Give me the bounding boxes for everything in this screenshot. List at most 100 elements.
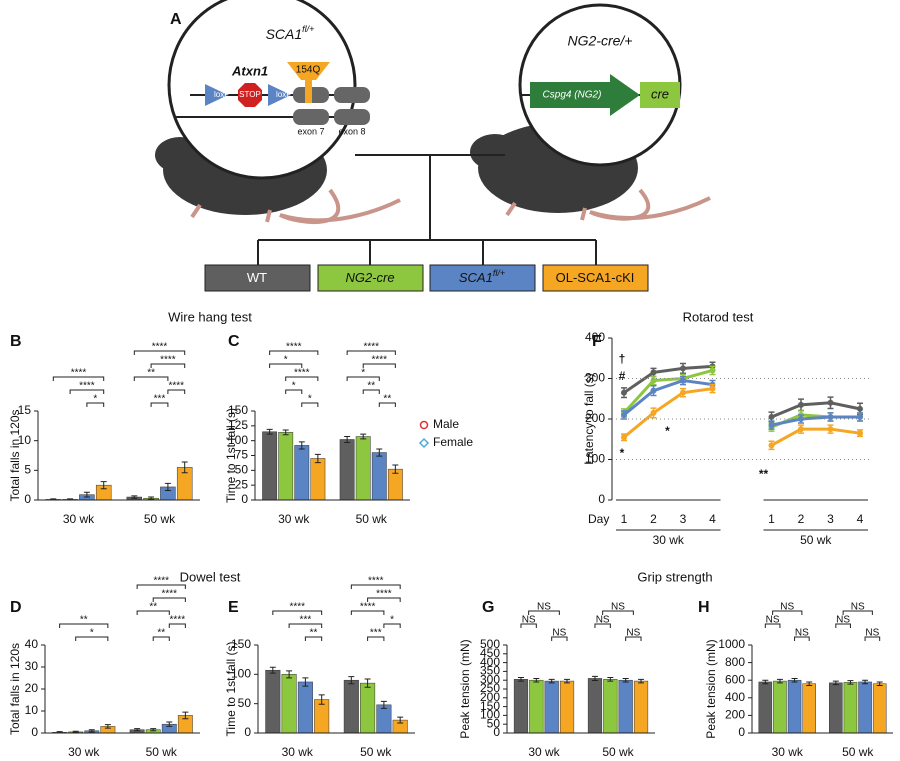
significance-bracket [69,389,105,394]
legend-marker [419,420,429,430]
section-title: Wire hang test [168,309,252,324]
significance-bracket [59,623,109,628]
significance-label: NS [522,615,536,626]
error-bar [88,729,95,733]
point [768,422,775,429]
error-bar [100,481,107,490]
significance-bracket [167,389,186,394]
bar [858,681,872,734]
significance-bracket [764,623,781,628]
error-bar [166,721,173,727]
significance-bracket [367,597,401,602]
significance-bracket [362,363,396,368]
error-bar [314,453,321,464]
y-axis-label: Total falls in 120s [8,643,22,735]
y-tick-label: 10 [18,433,32,447]
significance-bracket [346,350,396,355]
significance-bracket [136,610,170,615]
panel-label: C [228,333,240,350]
group-label: 30 wk [653,533,685,547]
y-tick-label: 500 [480,637,500,651]
y-tick-label: 0 [493,725,500,739]
y-tick-label: 300 [585,371,605,385]
y-tick-label: 0 [244,725,251,739]
bar [371,452,387,501]
error-bar [344,436,351,443]
y-tick-label: 50 [235,463,249,477]
significance-bracket [152,636,170,641]
error-bar [360,433,367,440]
x-tick-label: 30 wk [68,745,100,759]
bar [294,445,310,501]
bar [376,704,392,734]
significance-bracket [152,597,186,602]
annotation: # [619,369,626,383]
significance-bracket [52,376,105,381]
y-tick-label: 200 [480,690,500,704]
significance-label: *** [370,628,382,639]
significance-label: **** [161,589,177,600]
y-tick-label: 30 [25,659,39,673]
error-bar [392,464,399,474]
error-bar [148,496,155,500]
panel-label: A [170,11,182,28]
point [768,442,775,449]
error-bar [348,676,355,685]
point [680,377,686,384]
bar [603,679,618,734]
significance-bracket [350,584,401,589]
y-tick-label: 1000 [718,637,745,651]
error-bar [564,678,571,684]
significance-label: * [284,355,288,366]
significance-label: **** [289,602,305,613]
error-bar [832,680,839,686]
y-tick-label: 75 [235,448,249,462]
error-bar [150,728,157,732]
error-bar [776,678,783,684]
error-bar [533,677,540,683]
y-axis-label: Latency to fall (s) [582,373,596,464]
point [680,389,686,396]
genotype-box [429,264,536,292]
error-bar [286,670,293,679]
significance-bracket [269,363,303,368]
significance-label: **** [169,381,185,392]
legend-marker [418,437,430,449]
x-tick-label: 1 [621,512,628,526]
error-bar [806,681,813,686]
error-bar [638,678,645,684]
error-bar [607,677,614,682]
significance-label: * [90,628,94,639]
cre-label: cre [651,86,669,101]
significance-label: * [308,394,312,405]
error-bar [298,441,305,450]
series-line [623,387,861,447]
genotype-label: WT [247,270,267,285]
panel-label: B [10,333,22,350]
panel-label: F [592,333,602,350]
error-bar [791,677,798,683]
point [709,385,716,392]
title-sup: fl/+ [302,24,314,34]
x-tick-label: 1 [768,512,775,526]
significance-bracket [346,376,380,381]
y-tick-label: 800 [725,655,745,669]
error-bar [397,716,404,724]
bar [360,682,376,734]
significance-label: NS [626,628,640,639]
loxp-label: loxP [276,90,292,99]
point [768,413,775,420]
significance-bracket [528,610,560,615]
point [680,365,686,372]
significance-bracket [350,610,385,615]
significance-label: ** [383,394,391,405]
significance-bracket [594,623,611,628]
x-tick-label: 4 [857,512,864,526]
significance-bracket [367,636,385,641]
bar [355,436,371,501]
y-axis-label: Total falls in 120s [8,409,22,501]
loxp-label: loxP [214,90,230,99]
bar [544,680,559,734]
error-bar [302,677,309,687]
x-tick-label: 2 [798,512,805,526]
